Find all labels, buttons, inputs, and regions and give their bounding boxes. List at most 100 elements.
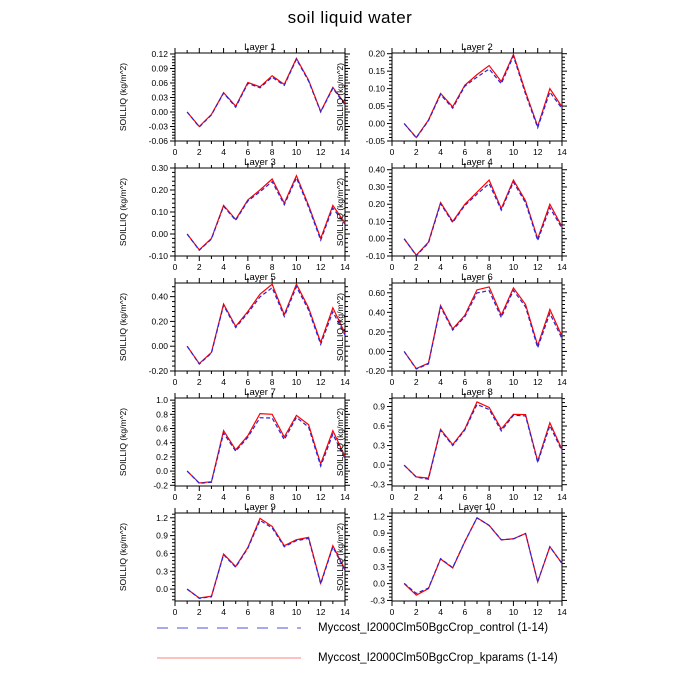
plot-layer-3: Layer 3 SOILLIQ (kg/m^2) 0 2 4 6 8 10 12 14 -0.10 0… <box>118 157 350 272</box>
y-tick-label: 0.09 <box>151 63 168 73</box>
series-kparams-line <box>186 412 346 484</box>
y-tick-label: 0.2 <box>156 452 168 462</box>
legend-label-kparams: Myccost_I2000Clm50BgcCrop_kparams (1-14) <box>318 652 558 664</box>
x-tick-label: 6 <box>245 262 250 272</box>
x-tick-label: 4 <box>221 377 226 387</box>
y-tick-label: 0.05 <box>368 101 385 111</box>
x-tick-label: 6 <box>462 147 467 157</box>
x-tick-label: 4 <box>438 492 443 502</box>
x-tick-label: 0 <box>173 607 178 617</box>
y-tick-label: -0.10 <box>149 251 169 261</box>
x-tick-label: 4 <box>221 262 226 272</box>
x-tick-label: 8 <box>270 377 275 387</box>
y-tick-label: 0.0 <box>373 460 385 470</box>
y-tick-label: 0.20 <box>151 185 168 195</box>
x-tick-label: 14 <box>557 607 567 617</box>
series-kparams-line <box>403 516 563 596</box>
x-tick-label: 4 <box>438 262 443 272</box>
y-axis-label: SOILLIQ (kg/m^2) <box>335 293 345 361</box>
x-tick-label: 14 <box>557 147 567 157</box>
y-tick-label: 0.6 <box>373 545 385 555</box>
series-control-line <box>403 54 563 139</box>
x-tick-label: 8 <box>487 492 492 502</box>
panel-title: Layer 8 <box>461 387 493 398</box>
series-control-line <box>403 517 563 595</box>
panel-title: Layer 7 <box>244 387 276 398</box>
x-tick-label: 2 <box>414 607 419 617</box>
y-tick-label: 1.2 <box>156 513 168 523</box>
x-tick-label: 2 <box>197 147 202 157</box>
x-tick-label: 12 <box>316 607 326 617</box>
series-control-line <box>186 285 346 365</box>
y-tick-label: -0.3 <box>370 480 385 490</box>
x-tick-label: 12 <box>533 492 543 502</box>
x-tick-label: 8 <box>270 147 275 157</box>
x-tick-label: 0 <box>173 492 178 502</box>
x-tick-label: 8 <box>270 607 275 617</box>
x-tick-label: 14 <box>340 607 350 617</box>
legend-label-control: Myccost_I2000Clm50BgcCrop_control (1-14) <box>318 622 549 634</box>
panel-layer-4: Layer 4 SOILLIQ (kg/m^2) 0 2 4 6 8 10 12 14 -0.10 0… <box>329 157 567 272</box>
x-tick-label: 8 <box>270 262 275 272</box>
x-tick-label: 12 <box>316 262 326 272</box>
x-tick-label: 2 <box>197 607 202 617</box>
y-axis-label: SOILLIQ (kg/m^2) <box>118 293 128 361</box>
y-tick-label: 0.8 <box>156 409 168 419</box>
y-tick-label: 0.60 <box>368 288 385 298</box>
plot-layer-6: Layer 6 SOILLIQ (kg/m^2) 0 2 4 6 8 10 12 14 -0.20 0… <box>335 272 567 387</box>
x-tick-label: 10 <box>292 607 302 617</box>
y-tick-label: 0.3 <box>156 566 168 576</box>
plot-layer-1: Layer 1 SOILLIQ (kg/m^2) 0 2 4 6 8 10 12 14 -0.06 -… <box>118 42 350 157</box>
figure-title: soil liquid water <box>287 8 413 27</box>
series-control-line <box>186 416 346 484</box>
y-tick-label: -0.2 <box>153 480 168 490</box>
panel-title: Layer 2 <box>461 42 493 53</box>
x-tick-label: 6 <box>245 147 250 157</box>
y-axis-label: SOILLIQ (kg/m^2) <box>118 63 128 131</box>
x-tick-label: 2 <box>197 262 202 272</box>
x-tick-label: 4 <box>221 147 226 157</box>
plot-layer-4: Layer 4 SOILLIQ (kg/m^2) 0 2 4 6 8 10 12 14 -0.10 0… <box>335 157 567 272</box>
x-tick-label: 6 <box>462 262 467 272</box>
x-tick-label: 12 <box>533 607 543 617</box>
panel-title: Layer 3 <box>244 157 276 168</box>
x-tick-label: 8 <box>270 492 275 502</box>
legend-item-kparams: Myccost_I2000Clm50BgcCrop_kparams (1-14) <box>155 643 558 673</box>
y-axis-label: SOILLIQ (kg/m^2) <box>335 523 345 591</box>
x-tick-label: 8 <box>487 262 492 272</box>
x-tick-label: 6 <box>245 377 250 387</box>
series-control-line <box>403 289 563 370</box>
plot-layer-7: Layer 7 SOILLIQ (kg/m^2) 0 2 4 6 8 10 12 14 -0.2 0.… <box>118 387 350 502</box>
x-tick-label: 6 <box>245 607 250 617</box>
x-tick-label: 4 <box>221 492 226 502</box>
y-tick-label: 1.0 <box>156 395 168 405</box>
series-kparams-line <box>403 178 563 257</box>
plot-layer-9: Layer 9 SOILLIQ (kg/m^2) 0 2 4 6 8 10 12 14 0.0 0.3… <box>118 502 350 617</box>
y-tick-label: -0.06 <box>149 136 169 146</box>
x-tick-label: 10 <box>292 262 302 272</box>
panel-layer-2: Layer 2 SOILLIQ (kg/m^2) 0 2 4 6 8 10 12 14 -0.05 0… <box>329 42 567 157</box>
series-control-line <box>186 57 346 128</box>
plot-layer-10: Layer 10 SOILLIQ (kg/m^2) 0 2 4 6 8 10 12 14 -0.3 0… <box>335 502 567 617</box>
panel-layer-5: Layer 5 SOILLIQ (kg/m^2) 0 2 4 6 8 10 12 14 -0.20 0… <box>112 272 350 387</box>
y-tick-label: 0.6 <box>373 421 385 431</box>
y-tick-label: -0.20 <box>366 366 386 376</box>
y-tick-label: 0.12 <box>151 49 168 59</box>
x-tick-label: 4 <box>438 607 443 617</box>
x-tick-label: 12 <box>533 147 543 157</box>
panel-layer-7: Layer 7 SOILLIQ (kg/m^2) 0 2 4 6 8 10 12 14 -0.2 0.… <box>112 387 350 502</box>
panel-title: Layer 4 <box>461 157 493 168</box>
y-tick-label: 0.20 <box>368 199 385 209</box>
x-tick-label: 2 <box>197 377 202 387</box>
x-tick-label: 14 <box>340 262 350 272</box>
legend: Myccost_I2000Clm50BgcCrop_control (1-14)… <box>155 613 558 673</box>
x-tick-label: 0 <box>173 147 178 157</box>
panel-title: Layer 1 <box>244 42 276 53</box>
series-control-line <box>403 403 563 480</box>
y-axis-label: SOILLIQ (kg/m^2) <box>335 408 345 476</box>
x-tick-label: 0 <box>173 377 178 387</box>
y-tick-label: 0.20 <box>368 49 385 59</box>
y-tick-label: 0.10 <box>368 84 385 94</box>
y-tick-label: 0.10 <box>151 207 168 217</box>
x-tick-label: 14 <box>557 492 567 502</box>
